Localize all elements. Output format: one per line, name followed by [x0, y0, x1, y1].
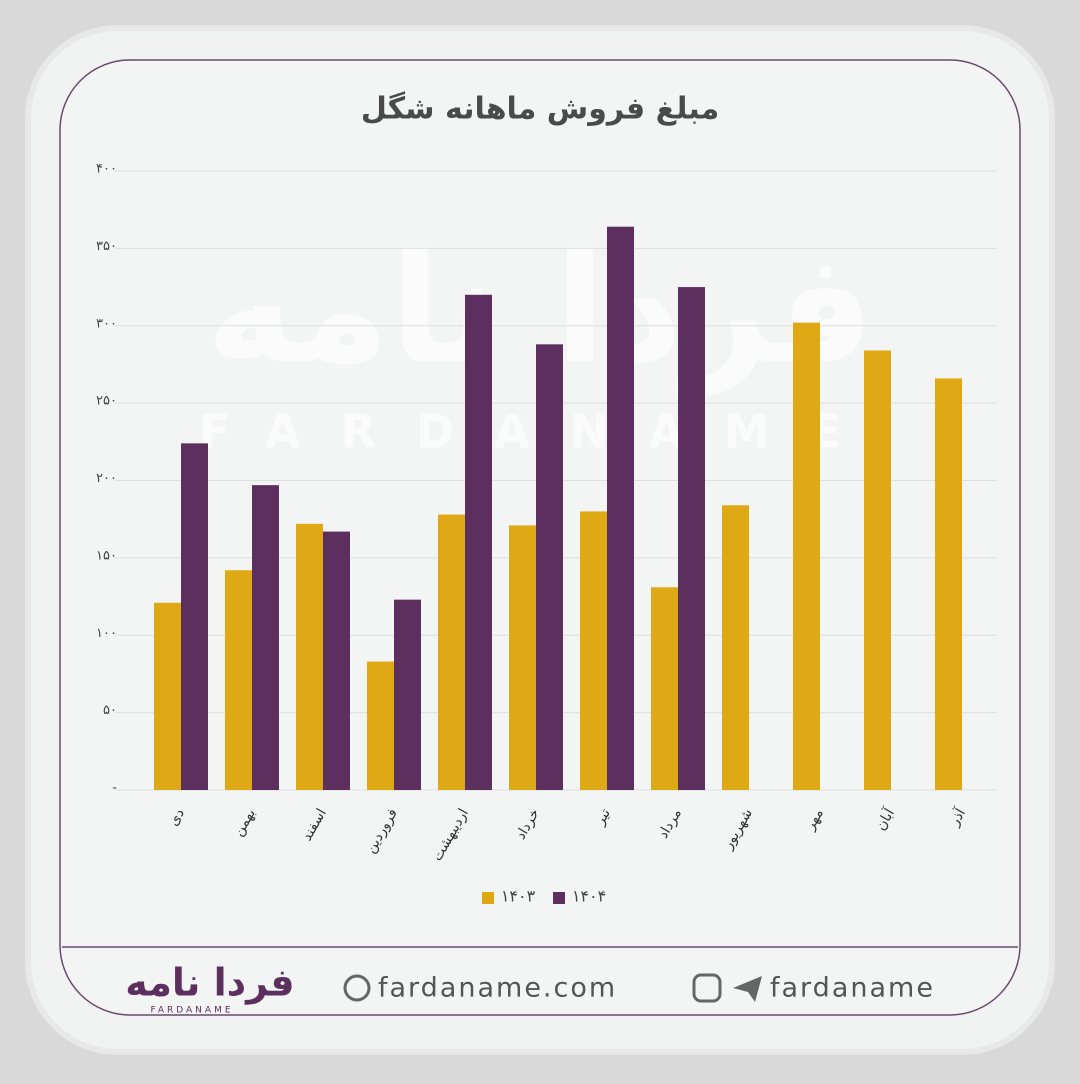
y-tick-label: ۳۵۰ — [96, 239, 117, 254]
legend-label: ۱۴۰۴ — [572, 887, 606, 906]
watermark-sub: FARDANAME — [199, 405, 881, 459]
y-tick-label: - — [112, 781, 117, 796]
telegram-icon — [733, 976, 762, 1002]
bar — [154, 602, 181, 790]
y-tick-label: ۱۵۰ — [96, 548, 117, 563]
y-tick-label: ۲۵۰ — [96, 394, 117, 409]
chart-title: مبلغ فروش ماهانه شگل — [361, 91, 719, 127]
bar — [465, 294, 492, 790]
legend-swatch — [482, 892, 494, 904]
bar — [580, 511, 607, 790]
bar — [651, 587, 678, 790]
instagram-icon — [692, 973, 722, 1003]
footer-website: fardaname.com — [378, 973, 617, 1004]
legend-swatch — [553, 892, 565, 904]
bar — [536, 344, 563, 790]
bar — [252, 485, 279, 790]
y-tick-label: ۳۰۰ — [96, 316, 117, 331]
bar — [367, 661, 394, 790]
y-tick-label: ۲۰۰ — [96, 471, 117, 486]
bar — [394, 599, 421, 790]
y-tick-label: ۱۰۰ — [96, 626, 117, 641]
globe-icon — [343, 974, 371, 1002]
footer-social: fardaname — [770, 973, 935, 1004]
bar — [722, 505, 749, 790]
bar — [181, 443, 208, 790]
bar — [935, 378, 962, 790]
bar — [607, 226, 634, 790]
bar — [678, 287, 705, 790]
bar — [509, 525, 536, 790]
bar — [225, 570, 252, 790]
y-tick-label: ۴۰۰ — [96, 162, 117, 177]
x-tick-label: دی — [165, 806, 187, 829]
legend-label: ۱۴۰۳ — [501, 887, 536, 906]
bar — [438, 514, 465, 790]
footer-logo: فردا نامه — [125, 961, 294, 1005]
footer-logo-sub: FARDANAME — [150, 1006, 233, 1016]
bar — [296, 523, 323, 790]
bar — [793, 322, 820, 790]
x-tick-label: تیر — [592, 806, 614, 829]
bar — [864, 350, 891, 790]
bar — [323, 531, 350, 790]
y-tick-label: ۵۰ — [103, 703, 117, 718]
